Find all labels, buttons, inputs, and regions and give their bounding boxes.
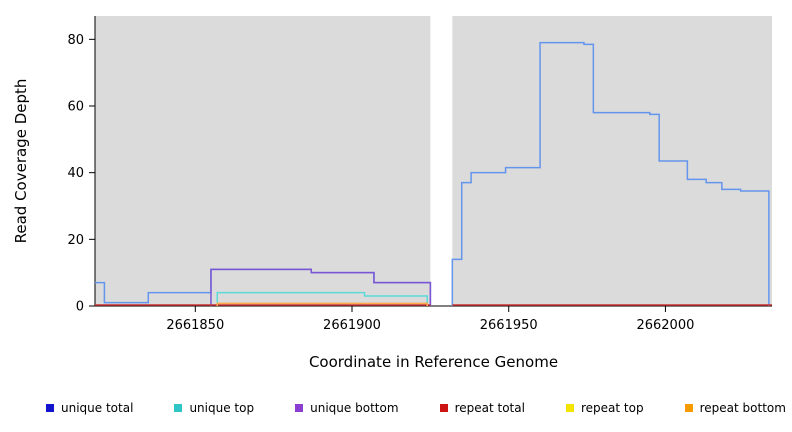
legend-label: unique total <box>61 401 134 415</box>
legend-label: repeat top <box>580 401 644 415</box>
legend-item-repeat-bottom: repeat bottom <box>684 401 786 415</box>
y-tick-label: 0 <box>76 300 84 315</box>
y-tick-label: 60 <box>67 100 84 115</box>
y-tick-label: 40 <box>67 166 84 181</box>
legend-swatch-icon <box>46 404 54 412</box>
legend-item-unique-top: unique top <box>174 401 254 415</box>
y-tick-label: 20 <box>67 233 84 248</box>
legend-label: repeat bottom <box>699 401 786 415</box>
series-repeat-bottom <box>216 302 428 306</box>
legend-item-repeat-top: repeat top <box>565 401 644 415</box>
legend-label: repeat total <box>454 401 525 415</box>
legend-swatch-icon <box>295 404 304 412</box>
x-tick-label: 2662000 <box>636 318 694 333</box>
series-unique-total <box>451 41 770 306</box>
legend-item-unique-bottom: unique bottom <box>295 401 399 415</box>
y-axis-title: Read Coverage Depth <box>12 79 30 244</box>
plot-background <box>452 16 772 306</box>
coverage-chart: 2661850 2661900 2661950 2662000 0 20 40 60 80 Rea… <box>12 16 772 333</box>
series-unique-bottom <box>210 268 432 306</box>
legend-label: unique bottom <box>310 401 399 415</box>
legend-item-unique-total: unique total <box>46 401 133 415</box>
y-tick-label: 80 <box>67 33 84 48</box>
x-axis-title: Coordinate in Reference Genome <box>308 353 559 371</box>
legend-item-repeat-total: repeat total <box>439 401 525 415</box>
plot-background <box>95 16 431 306</box>
legend-swatch-icon <box>684 404 693 412</box>
legend-label: unique top <box>189 401 255 415</box>
x-tick-label: 2661900 <box>323 318 381 333</box>
series-unique-top <box>216 291 428 306</box>
legend: unique total unique top unique bottom repea… <box>46 401 786 415</box>
legend-swatch-icon <box>174 404 183 412</box>
x-tick-label: 2661950 <box>480 318 538 333</box>
legend-swatch-icon <box>565 404 574 412</box>
legend-swatch-icon <box>439 404 448 412</box>
x-tick-label: 2661850 <box>166 318 224 333</box>
